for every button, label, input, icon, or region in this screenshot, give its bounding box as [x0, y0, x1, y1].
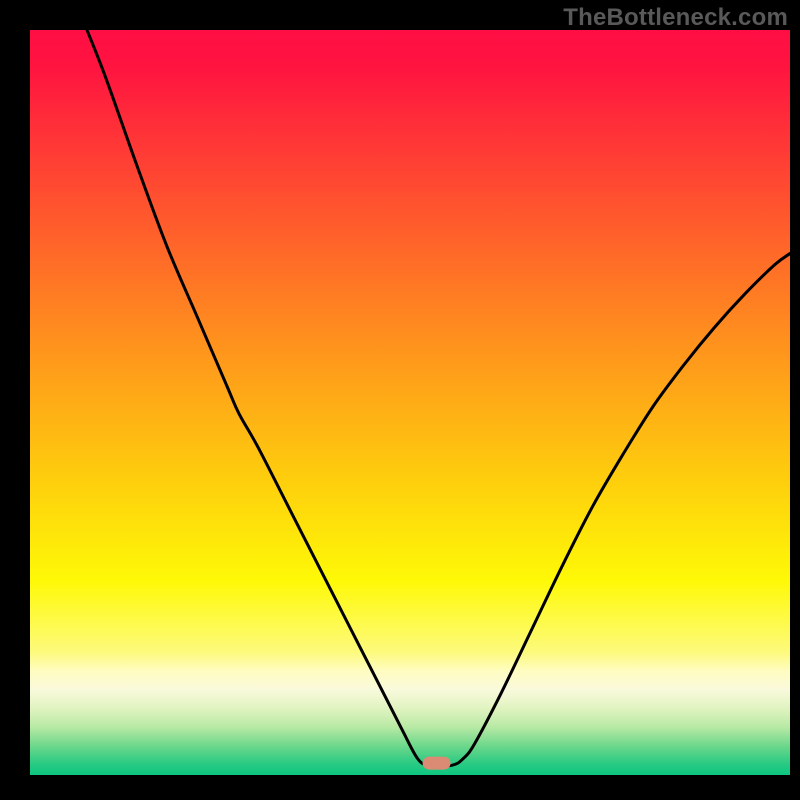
chart-svg: [0, 0, 800, 800]
watermark-text: TheBottleneck.com: [563, 4, 788, 32]
bottleneck-marker: [423, 757, 451, 770]
plot-background-gradient: [30, 30, 790, 775]
chart-container: TheBottleneck.com: [0, 0, 800, 800]
